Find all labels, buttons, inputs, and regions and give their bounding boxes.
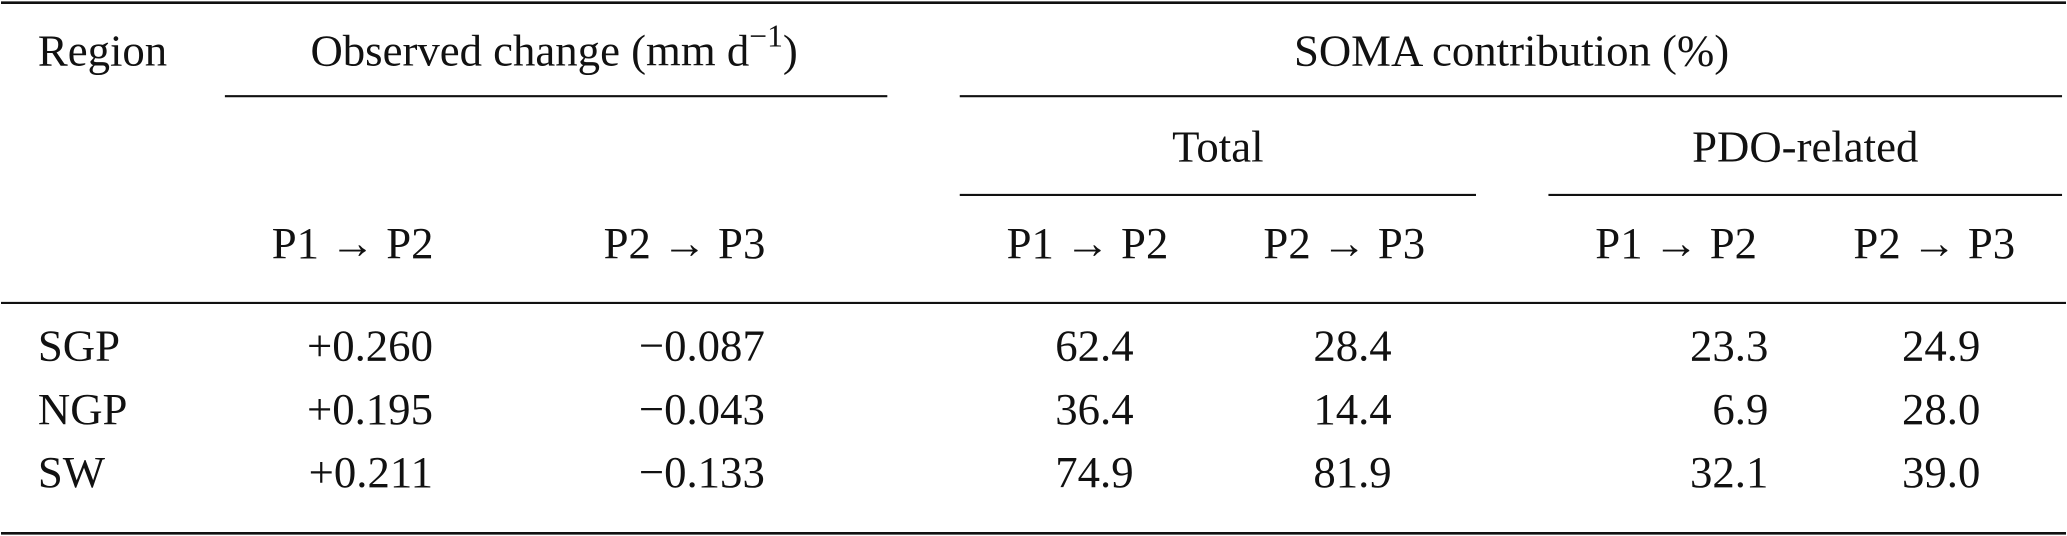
value-cell: +0.211 [309,447,433,497]
period-header: P1 → P2 [1595,218,1757,268]
value-cell: 39.0 [1902,447,1980,497]
period-header: P2 → P3 [1853,218,2015,268]
header-observed-text: Observed change (mm d [310,26,749,76]
header-soma: SOMA contribution (%) [1294,26,1729,76]
value-cell: 23.3 [1690,321,1768,371]
value-cell: 74.9 [1055,447,1133,497]
value-cell: +0.260 [307,321,433,371]
region-cell: SW [38,447,106,497]
period-header: P1 → P2 [272,218,434,268]
value-cell: 62.4 [1055,321,1133,371]
value-cell: −0.087 [639,321,765,371]
period-header: P2 → P3 [1263,218,1425,268]
header-total: Total [1172,122,1263,172]
region-cell: SGP [38,321,120,371]
header-pdo: PDO-related [1692,122,1918,172]
value-cell: 6.9 [1712,384,1768,434]
value-cell: −0.133 [639,447,765,497]
value-cell: −0.043 [639,384,765,434]
period-header: P1 → P2 [1007,218,1169,268]
value-cell: 14.4 [1313,384,1391,434]
header-observed: Observed change (mm d−1) [310,19,797,76]
period-header: P2 → P3 [604,218,766,268]
region-cell: NGP [38,384,128,434]
header-observed-sup: −1 [749,19,783,54]
value-cell: 32.1 [1690,447,1768,497]
header-region: Region [38,26,167,76]
value-cell: +0.195 [307,384,433,434]
value-cell: 36.4 [1055,384,1133,434]
value-cell: 28.0 [1902,384,1980,434]
header-observed-close: ) [783,26,798,76]
value-cell: 24.9 [1902,321,1980,371]
value-cell: 28.4 [1313,321,1391,371]
value-cell: 81.9 [1313,447,1391,497]
